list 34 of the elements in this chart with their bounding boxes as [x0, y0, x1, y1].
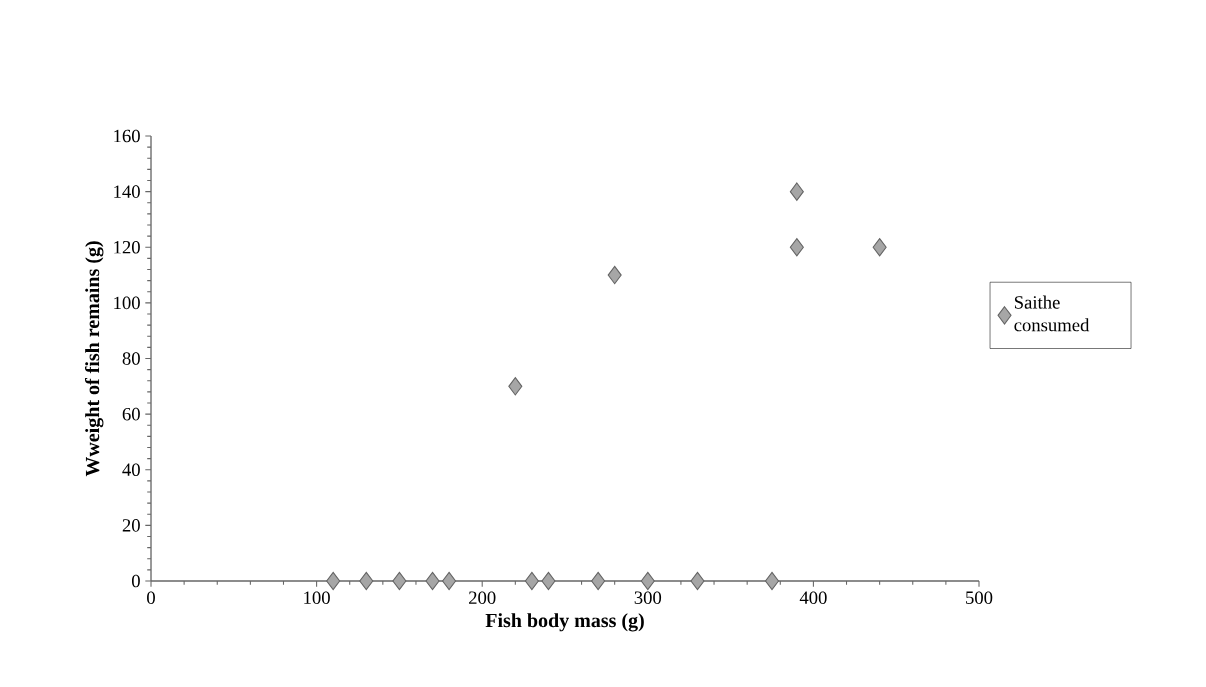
- y-tick-label: 40: [122, 463, 140, 477]
- y-tick-label: 140: [114, 185, 140, 198]
- point: [425, 571, 440, 591]
- point: [326, 571, 341, 591]
- point: [442, 571, 457, 591]
- y-tick-label: 80: [122, 352, 140, 365]
- y-tick-label: 20: [122, 519, 140, 532]
- point: [789, 182, 804, 201]
- point: [541, 571, 556, 591]
- x-tick-label: 100: [304, 591, 330, 604]
- point: [392, 571, 407, 591]
- point: [508, 377, 523, 396]
- point: [764, 571, 780, 591]
- y-tick-label: 60: [122, 407, 140, 421]
- x-axis-title: Fish body mass (g): [485, 613, 644, 632]
- x-tick-label: 300: [634, 591, 662, 604]
- point: [789, 238, 804, 257]
- point: [872, 238, 887, 257]
- point: [359, 571, 374, 591]
- y-tick-label: 120: [114, 240, 140, 254]
- point: [640, 571, 655, 591]
- x-tick-label: 400: [799, 591, 827, 604]
- y-tick-label: 160: [114, 129, 140, 143]
- point: [607, 265, 622, 285]
- point: [524, 571, 539, 591]
- y-tick-label: 0: [131, 574, 140, 588]
- x-tick-label: 0: [147, 591, 155, 604]
- legend-label: Saithe consumed: [1014, 295, 1090, 332]
- point: [690, 571, 705, 591]
- x-tick-label: 200: [469, 591, 496, 604]
- y-axis-title: Wweight of fish remains (g): [84, 241, 104, 477]
- point: [591, 571, 606, 591]
- x-tick-label: 500: [966, 591, 993, 604]
- y-tick-label: 100: [114, 296, 140, 310]
